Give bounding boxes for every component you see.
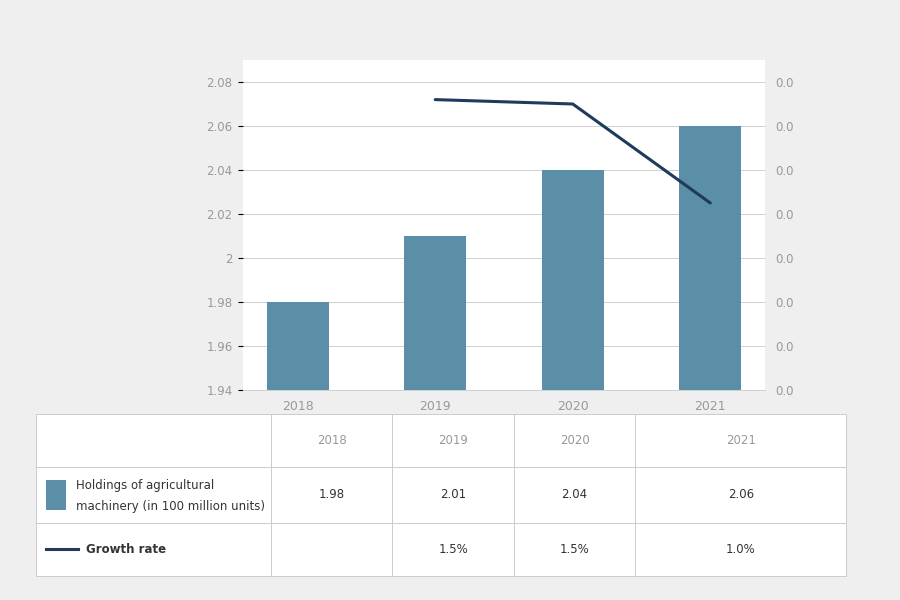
Bar	[36, 523, 271, 576]
Text: 2019: 2019	[438, 434, 468, 447]
Bar	[36, 467, 271, 523]
Text: 1.0%: 1.0%	[725, 543, 756, 556]
Bar	[271, 523, 392, 576]
Bar	[266, 302, 328, 600]
Bar	[635, 523, 846, 576]
Bar	[514, 467, 635, 523]
Text: 2018: 2018	[317, 434, 346, 447]
Bar	[635, 414, 846, 467]
Bar	[514, 523, 635, 576]
Text: 2.06: 2.06	[727, 488, 754, 502]
Text: 1.5%: 1.5%	[438, 543, 468, 556]
Text: Growth rate: Growth rate	[86, 543, 166, 556]
Bar	[46, 481, 66, 509]
Text: 1.98: 1.98	[319, 488, 345, 502]
Text: 1.5%: 1.5%	[560, 543, 590, 556]
Bar	[271, 414, 392, 467]
Bar	[392, 414, 514, 467]
Text: machinery (in 100 million units): machinery (in 100 million units)	[76, 500, 265, 513]
Bar	[271, 467, 392, 523]
Bar	[635, 467, 846, 523]
Text: 2.04: 2.04	[562, 488, 588, 502]
Text: 2020: 2020	[560, 434, 590, 447]
Bar	[542, 170, 604, 600]
Bar	[36, 414, 271, 467]
Text: 2.01: 2.01	[440, 488, 466, 502]
Bar	[404, 236, 466, 600]
Bar	[392, 467, 514, 523]
Text: 2021: 2021	[725, 434, 756, 447]
Bar	[680, 126, 742, 600]
Bar	[392, 523, 514, 576]
Text: Holdings of agricultural: Holdings of agricultural	[76, 479, 214, 492]
Bar	[514, 414, 635, 467]
